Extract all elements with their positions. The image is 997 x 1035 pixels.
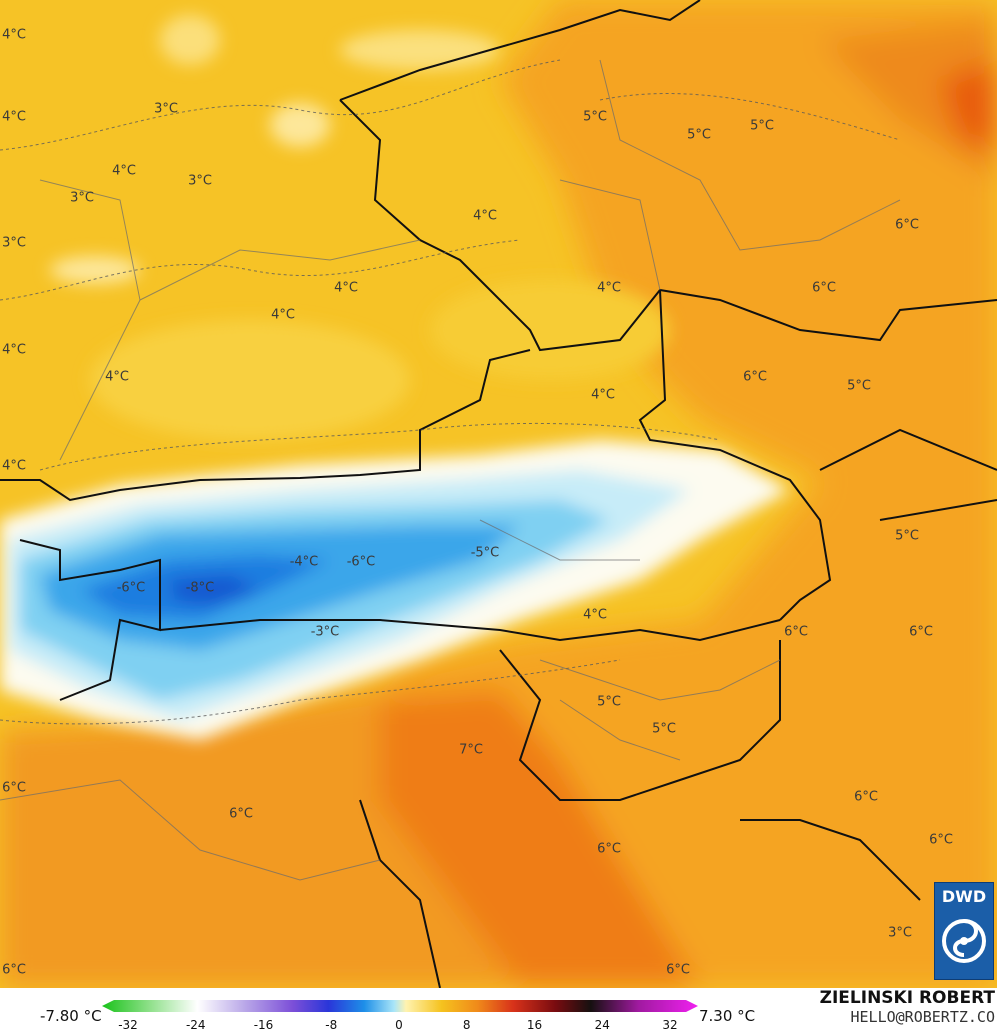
temperature-label: -8°C	[186, 581, 215, 596]
temperature-label: 3°C	[2, 236, 26, 251]
temperature-label: 5°C	[583, 110, 607, 125]
temperature-label: 5°C	[597, 695, 621, 710]
temperature-label: 4°C	[2, 343, 26, 358]
temperature-label: 4°C	[2, 459, 26, 474]
temperature-label: 4°C	[334, 281, 358, 296]
temperature-labels: 4°C 3°C 4°C 4°C 3°C 3°C 3°C 4°C 4°C 4°C 4°C 4°C 5°C 5…	[2, 28, 953, 978]
cool-patches	[50, 15, 670, 440]
temperature-label: -5°C	[471, 546, 500, 561]
colorbar-tick: 16	[526, 1018, 543, 1032]
temperature-label: 5°C	[895, 529, 919, 544]
temperature-label: 4°C	[112, 164, 136, 179]
isotherms	[0, 59, 901, 725]
regional-borders	[0, 59, 901, 881]
temperature-label: 5°C	[687, 128, 711, 143]
temperature-label: 6°C	[2, 963, 26, 978]
alpine-cold-band	[0, 440, 790, 740]
temperature-label: 6°C	[909, 625, 933, 640]
temperature-label: 7°C	[459, 743, 483, 758]
colorbar-tick: -32	[118, 1018, 138, 1032]
country-borders	[0, 0, 997, 988]
temperature-label: 5°C	[652, 722, 676, 737]
colorbar-tick: -8	[325, 1018, 338, 1032]
dwd-logo-text: DWD	[941, 887, 987, 906]
warm-fields	[0, 0, 997, 988]
legend-max-value: 7.30 °C	[699, 1007, 756, 1025]
temperature-label: -6°C	[117, 581, 146, 596]
author-email[interactable]: HELLO@ROBERTZ.CO	[850, 1008, 996, 1026]
legend-footer: -7.80 °C 7.30 °C	[0, 988, 997, 1035]
temperature-label: 5°C	[750, 119, 774, 134]
colorbar-tick: 32	[662, 1018, 678, 1032]
dwd-logo: DWD	[934, 882, 994, 980]
colorbar-tick: 8	[462, 1018, 471, 1032]
temperature-label: 3°C	[70, 191, 94, 206]
temperature-label: 6°C	[743, 370, 767, 385]
temperature-map: 4°C 3°C 4°C 4°C 3°C 3°C 3°C 4°C 4°C 4°C 4°C 4°C 5°C 5…	[0, 0, 997, 988]
colorbar-tick: -16	[253, 1018, 274, 1032]
temperature-label: 6°C	[812, 281, 836, 296]
temperature-colorbar	[102, 1000, 698, 1012]
temperature-label: 4°C	[597, 281, 621, 296]
temperature-label: 6°C	[229, 807, 253, 822]
temperature-label: 4°C	[591, 388, 615, 403]
temperature-label: -3°C	[311, 625, 340, 640]
temperature-label: 4°C	[473, 209, 497, 224]
temperature-label: 4°C	[105, 370, 129, 385]
temperature-label: 3°C	[188, 174, 212, 189]
temperature-label: 3°C	[888, 926, 912, 941]
temperature-label: 6°C	[854, 790, 878, 805]
temperature-label: 6°C	[597, 842, 621, 857]
colorbar-tick: 24	[594, 1018, 610, 1032]
legend-min-value: -7.80 °C	[40, 1007, 102, 1025]
temperature-label: -6°C	[347, 555, 376, 570]
temperature-label: 4°C	[2, 28, 26, 43]
author-name: ZIELINSKI ROBERT	[819, 988, 995, 1008]
temperature-label: 3°C	[154, 102, 178, 117]
temperature-label: 6°C	[895, 218, 919, 233]
temperature-label: 5°C	[847, 379, 871, 394]
temperature-label: 6°C	[784, 625, 808, 640]
temperature-label: 4°C	[2, 110, 26, 125]
temperature-label: 4°C	[271, 308, 295, 323]
colorbar-tick: 0	[395, 1018, 403, 1032]
temperature-label: -4°C	[290, 555, 319, 570]
temperature-label: 6°C	[2, 781, 26, 796]
temperature-label: 4°C	[583, 608, 607, 623]
weather-swirl-icon	[942, 919, 986, 963]
temperature-label: 6°C	[666, 963, 690, 978]
colorbar-tick: -24	[185, 1018, 206, 1032]
temperature-label: 6°C	[929, 833, 953, 848]
